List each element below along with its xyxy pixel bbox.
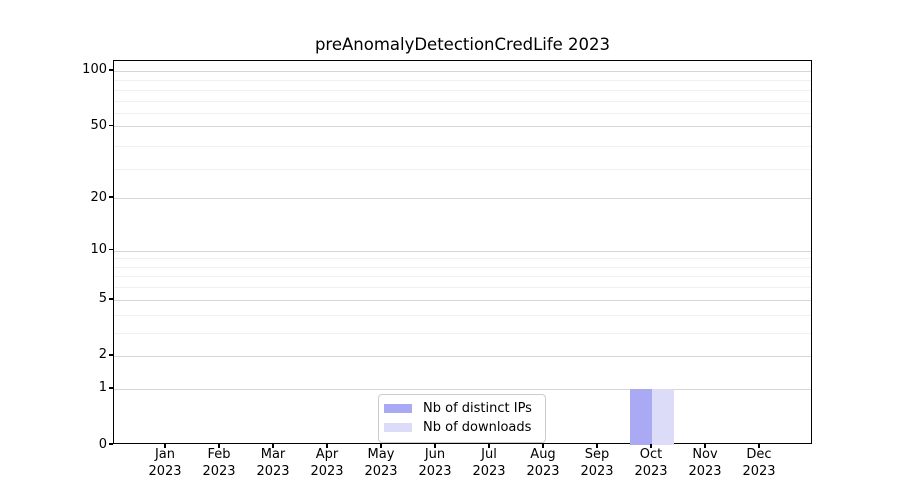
x-tick-label-aug-2023: Aug 2023 (526, 447, 560, 479)
gridline-major-20 (114, 198, 811, 200)
gridline-minor (114, 276, 811, 278)
chart-title: preAnomalyDetectionCredLife 2023 (314, 35, 611, 54)
y-tick-mark-20 (108, 196, 113, 198)
x-tick-mark-mar-2023 (272, 443, 274, 448)
legend-label-downloads: Nb of downloads (423, 420, 532, 435)
x-tick-mark-jan-2023 (164, 443, 166, 448)
gridline-major-50 (114, 126, 811, 128)
x-tick-mark-aug-2023 (542, 443, 544, 448)
y-tick-label-50: 50 (90, 117, 107, 133)
x-tick-mark-may-2023 (380, 443, 382, 448)
y-tick-mark-0 (108, 443, 113, 445)
plot-area (113, 60, 812, 445)
y-tick-mark-1 (108, 387, 113, 389)
x-tick-label-sep-2023: Sep 2023 (580, 447, 614, 479)
bar-oct-2023-nb-of-downloads (652, 388, 674, 445)
x-tick-mark-feb-2023 (218, 443, 220, 448)
x-tick-label-dec-2023: Dec 2023 (742, 447, 776, 479)
gridline-minor (114, 113, 811, 114)
x-tick-label-jul-2023: Jul 2023 (472, 447, 506, 479)
y-tick-mark-5 (108, 298, 113, 300)
legend-item-downloads: Nb of downloads (384, 418, 537, 437)
gridline-minor (114, 287, 811, 289)
legend-item-distinct-ips: Nb of distinct IPs (384, 399, 537, 418)
y-tick-mark-100 (108, 69, 113, 71)
y-tick-mark-50 (108, 124, 113, 126)
y-tick-label-20: 20 (90, 189, 107, 205)
gridline-minor (114, 89, 811, 91)
gridline-major-100 (114, 70, 811, 72)
legend-swatch-distinct-ips (384, 404, 412, 413)
y-tick-label-100: 100 (82, 62, 107, 78)
gridline-minor (114, 100, 811, 102)
x-tick-label-feb-2023: Feb 2023 (202, 447, 236, 479)
legend-swatch-downloads (384, 423, 412, 432)
x-tick-mark-jul-2023 (488, 443, 490, 448)
gridline-major-1 (114, 388, 811, 390)
y-tick-label-10: 10 (90, 242, 107, 258)
gridline-minor (114, 266, 811, 268)
x-tick-label-jun-2023: Jun 2023 (418, 447, 452, 479)
gridline-major-10 (114, 250, 811, 252)
gridline-major-2 (114, 355, 811, 357)
x-tick-label-jan-2023: Jan 2023 (148, 447, 182, 479)
x-tick-mark-nov-2023 (704, 443, 706, 448)
gridline-minor (114, 169, 811, 171)
y-tick-label-1: 1 (98, 380, 107, 396)
y-tick-label-2: 2 (98, 347, 107, 363)
x-tick-mark-dec-2023 (758, 443, 760, 448)
x-tick-label-apr-2023: Apr 2023 (310, 447, 344, 479)
bar-oct-2023-nb-of-distinct-ips (630, 388, 652, 445)
y-tick-mark-10 (108, 248, 113, 251)
x-tick-label-oct-2023: Oct 2023 (634, 447, 668, 479)
y-tick-label-0: 0 (98, 436, 107, 452)
x-tick-label-may-2023: May 2023 (364, 447, 398, 479)
x-tick-mark-apr-2023 (326, 443, 328, 448)
x-tick-mark-jun-2023 (434, 443, 436, 448)
gridline-major-5 (114, 299, 811, 301)
x-tick-mark-sep-2023 (596, 443, 598, 448)
x-tick-label-nov-2023: Nov 2023 (688, 447, 722, 479)
legend-label-distinct-ips: Nb of distinct IPs (423, 401, 532, 416)
gridline-minor (114, 145, 811, 147)
x-tick-mark-oct-2023 (650, 443, 652, 448)
legend: Nb of distinct IPs Nb of downloads (378, 394, 546, 443)
y-tick-mark-2 (108, 354, 113, 356)
gridline-minor (114, 80, 811, 82)
gridline-minor (114, 314, 811, 316)
x-tick-label-mar-2023: Mar 2023 (256, 447, 290, 479)
gridline-minor (114, 258, 811, 260)
y-tick-label-5: 5 (98, 291, 107, 307)
gridline-minor (114, 332, 811, 334)
